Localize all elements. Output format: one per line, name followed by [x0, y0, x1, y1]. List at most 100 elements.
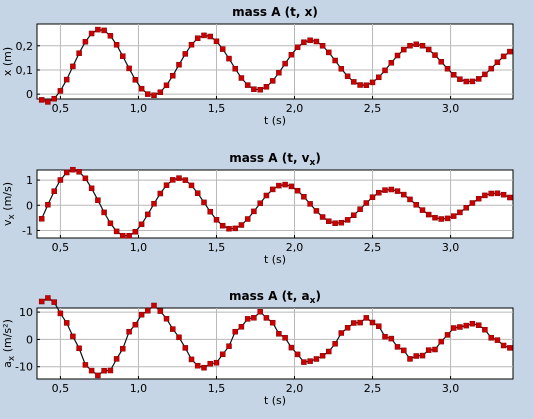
data-point	[482, 326, 488, 333]
data-point	[401, 191, 407, 198]
data-point	[438, 338, 444, 345]
data-point	[45, 99, 51, 105]
data-point	[95, 197, 101, 203]
data-point	[382, 187, 388, 193]
data-point	[157, 89, 164, 95]
data-point	[213, 359, 220, 366]
data-point	[201, 199, 207, 206]
data-point	[126, 65, 132, 72]
data-point	[263, 315, 270, 321]
data-point	[326, 218, 332, 224]
data-point	[475, 322, 482, 328]
x-axis-label: t (s)	[264, 253, 286, 266]
data-point	[45, 201, 51, 208]
data-point	[394, 188, 401, 194]
data-point	[500, 342, 507, 349]
data-point	[438, 59, 444, 65]
data-point	[226, 225, 232, 232]
data-point	[301, 359, 307, 365]
data-point	[157, 190, 164, 197]
data-point	[475, 195, 482, 202]
data-point	[407, 356, 413, 362]
data-point	[45, 295, 51, 301]
data-point	[432, 214, 438, 221]
data-point	[457, 76, 463, 82]
data-point	[469, 200, 476, 206]
data-point	[63, 320, 70, 326]
data-point	[376, 323, 382, 329]
data-point	[138, 85, 145, 92]
data-point	[507, 48, 513, 55]
data-point	[188, 356, 195, 363]
data-point	[425, 211, 432, 218]
data-point	[282, 60, 288, 67]
data-point	[182, 177, 189, 183]
data-point	[432, 52, 438, 58]
series-line	[41, 28, 511, 103]
data-point	[51, 95, 57, 102]
data-point	[151, 92, 157, 99]
data-point	[382, 333, 388, 340]
series-line	[41, 297, 511, 377]
data-point	[494, 337, 501, 343]
data-point	[226, 55, 232, 62]
data-point	[313, 38, 320, 45]
data-point	[463, 322, 469, 329]
data-point	[407, 42, 413, 49]
data-point	[70, 166, 76, 173]
data-point	[182, 51, 189, 57]
y-axis-label: ax (m/s²)	[1, 319, 17, 368]
data-point	[163, 315, 170, 322]
data-point	[301, 39, 307, 45]
data-point	[38, 216, 45, 222]
data-point	[51, 188, 57, 194]
data-point	[388, 186, 395, 193]
data-point	[332, 57, 338, 64]
data-point	[120, 53, 126, 59]
data-point	[101, 367, 107, 374]
x-tick-label: 3,0	[442, 102, 460, 115]
x-tick-label: 1,5	[208, 382, 226, 395]
data-point	[269, 186, 276, 193]
data-point	[170, 326, 176, 332]
data-point	[432, 346, 438, 353]
data-point	[450, 72, 457, 78]
data-point	[88, 30, 95, 37]
data-point	[257, 309, 263, 315]
data-point	[244, 82, 251, 88]
data-point	[219, 222, 226, 229]
data-point	[232, 65, 238, 72]
data-point	[113, 228, 120, 235]
data-point	[276, 69, 282, 76]
chart-title: mass A (t, ax)	[229, 289, 321, 306]
data-point	[376, 189, 382, 196]
data-point	[257, 86, 263, 93]
data-point	[157, 308, 164, 314]
data-point	[88, 185, 95, 192]
data-point	[413, 202, 419, 208]
data-point	[207, 360, 213, 367]
data-point	[113, 356, 120, 362]
data-point	[201, 364, 207, 371]
data-point	[38, 97, 45, 103]
data-point	[76, 169, 82, 175]
data-point	[188, 182, 195, 189]
data-point	[232, 328, 238, 335]
data-point	[151, 302, 157, 309]
data-point	[176, 175, 182, 181]
data-point	[413, 41, 419, 48]
series-line	[41, 169, 511, 237]
data-point	[207, 208, 213, 215]
data-point	[419, 352, 426, 359]
data-point	[326, 49, 332, 56]
data-point	[444, 215, 451, 222]
data-point	[238, 222, 245, 228]
data-point	[170, 177, 176, 183]
data-point	[282, 335, 288, 341]
data-point	[257, 200, 263, 206]
data-point	[457, 324, 463, 330]
data-point	[394, 52, 401, 59]
data-point	[251, 315, 257, 321]
data-point	[138, 221, 145, 228]
